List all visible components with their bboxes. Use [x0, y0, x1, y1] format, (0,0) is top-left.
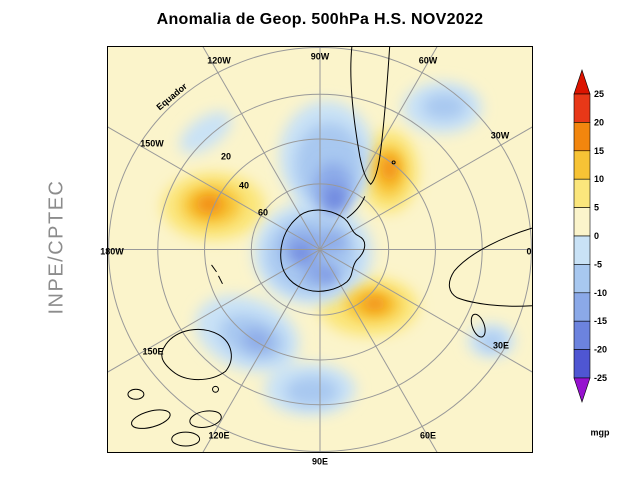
- colorbar-segment: [573, 320, 591, 350]
- colorbar-tick: 20: [594, 117, 604, 127]
- graticule: [108, 47, 532, 452]
- colorbar-tick: 15: [594, 146, 604, 156]
- colorbar-tick: -10: [594, 288, 607, 298]
- colorbar-segment: [573, 178, 591, 208]
- lon-label-150e: 150E: [142, 346, 164, 357]
- map-plot: [108, 47, 532, 452]
- lat-label-60: 60: [257, 207, 269, 218]
- colorbar-segment: [573, 150, 591, 180]
- chart-title: Anomalia de Geop. 500hPa H.S. NOV2022: [156, 11, 484, 28]
- colorbar-segment: [573, 207, 591, 237]
- lon-label-60e: 60E: [419, 430, 437, 441]
- colorbar: 25 20 15 10 5 0 -5 -10 -15 -20 -25: [573, 69, 607, 403]
- colorbar-unit-label: mgp: [590, 427, 610, 438]
- anomaly-band-positive-10-15: [181, 145, 406, 321]
- colorbar-tick: 10: [594, 174, 604, 184]
- lon-label-120e: 120E: [208, 430, 230, 441]
- lon-label-30w: 30W: [490, 130, 510, 141]
- lat-label-40: 40: [238, 180, 250, 191]
- colorbar-segment: [573, 349, 591, 379]
- colorbar-tick: 5: [594, 203, 599, 213]
- colorbar-segment: [573, 122, 591, 152]
- lon-label-90w: 90W: [310, 51, 330, 62]
- lon-label-90e: 90E: [311, 456, 329, 467]
- colorbar-tick: -20: [594, 345, 607, 355]
- lon-label-60w: 60W: [418, 55, 438, 66]
- colorbar-tick: 0: [594, 231, 599, 241]
- colorbar-segment: [573, 292, 591, 322]
- lon-label-180w: 180W: [100, 246, 124, 257]
- colorbar-tick: -25: [594, 373, 607, 383]
- lon-label-120w: 120W: [207, 55, 231, 66]
- colorbar-arrow-under: [573, 377, 591, 403]
- lon-label-150w: 150W: [140, 138, 164, 149]
- colorbar-tick: -15: [594, 316, 607, 326]
- coastlines: [127, 47, 532, 447]
- colorbar-tick: 25: [594, 89, 604, 99]
- lat-label-20: 20: [220, 151, 232, 162]
- source-watermark: INPE/CPTEC: [45, 179, 68, 315]
- colorbar-segment: [573, 93, 591, 123]
- lon-label-0: 0: [526, 246, 532, 257]
- colorbar-tick: -5: [594, 259, 602, 269]
- colorbar-segment: [573, 235, 591, 265]
- colorbar-segment: [573, 264, 591, 294]
- map-frame: [107, 46, 533, 453]
- colorbar-arrow-over: [573, 69, 591, 95]
- lon-label-30e: 30E: [492, 340, 510, 351]
